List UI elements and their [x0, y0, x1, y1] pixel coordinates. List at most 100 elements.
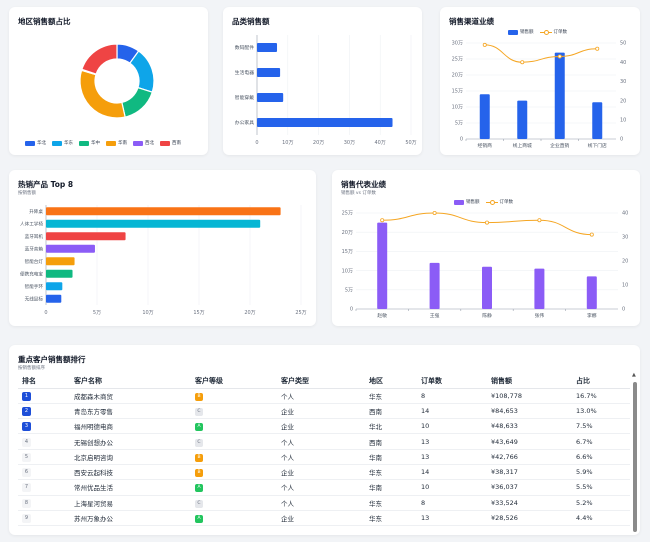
region-cell: 华东: [365, 510, 417, 527]
rank-cell: 2: [18, 403, 70, 420]
legend-item-订单数[interactable]: 订单数: [485, 199, 513, 205]
y-tick-label: 智能台灯: [25, 258, 44, 265]
level-badge: B: [195, 469, 203, 478]
region-cell: 华东: [365, 388, 417, 404]
orders-cell: 10: [417, 479, 487, 496]
legend-swatch: [106, 140, 116, 146]
column-header[interactable]: 排名: [18, 374, 70, 389]
y-right-tick-label: 40: [620, 60, 626, 66]
scroll-up-arrow-icon[interactable]: ▲: [632, 372, 636, 378]
column-header[interactable]: 客户等级: [191, 374, 277, 389]
line-point: [589, 232, 594, 237]
sales-cell: ¥33,524: [487, 495, 572, 511]
y-right-tick-label: 30: [622, 235, 628, 241]
column-header[interactable]: 占比: [572, 374, 630, 389]
column-header[interactable]: 地区: [365, 374, 417, 389]
region-cell: 华北: [365, 418, 417, 435]
y-left-tick-label: 25万: [452, 57, 463, 63]
x-tick-label: 线下门店: [588, 142, 607, 149]
level-cell: B: [191, 388, 277, 404]
y-left-tick-label: 30万: [452, 41, 463, 47]
line-point: [432, 211, 437, 216]
donut-slice-华南: [79, 69, 126, 119]
legend-item-西北[interactable]: 西北: [133, 140, 154, 146]
column-header[interactable]: 客户名称: [70, 374, 191, 389]
y-right-tick-label: 10: [620, 118, 626, 124]
legend-item-华中[interactable]: 华中: [79, 140, 100, 146]
orders-cell: 13: [417, 510, 487, 527]
top-products-bar-chart: 0 5万 10万 15万 20万 25万 升降桌人体工学椅蓝牙耳机蓝牙音箱智能台灯便携充电宝…: [20, 205, 307, 316]
y-tick-label: 智能手环: [25, 283, 44, 290]
legend-item-华北[interactable]: 华北: [25, 140, 46, 146]
table-row[interactable]: 4 无锡创想办公 C 个人 西南 13 ¥43,649 6.7%: [18, 433, 630, 450]
category-bar: [257, 68, 281, 77]
legend-label: 华中: [91, 141, 100, 146]
x-tick-label: 25万: [295, 310, 306, 316]
table-scrollbar[interactable]: ▲ ▼: [632, 373, 637, 535]
bar-销售额: [429, 262, 440, 309]
sales-cell: ¥28,526: [487, 510, 572, 527]
bar-销售额: [482, 266, 492, 309]
product-bar: [46, 269, 73, 278]
x-tick-label: 王强: [430, 313, 440, 319]
scrollbar-thumb[interactable]: [633, 382, 637, 532]
sales-cell: ¥43,649: [487, 433, 572, 450]
orders-cell: 14: [417, 464, 487, 481]
legend-item-销售额[interactable]: 销售额: [454, 199, 480, 205]
level-cell: A: [191, 418, 277, 435]
rank-cell: 4: [18, 433, 70, 450]
level-badge: C: [195, 499, 203, 508]
table-row[interactable]: 2 青岛东方零售 C 企业 西南 14 ¥84,653 13.0%: [18, 403, 630, 420]
x-tick-label: 经销商: [478, 142, 493, 149]
share-cell: 6.6%: [572, 449, 630, 465]
legend-item-销售额[interactable]: 销售额: [508, 29, 534, 35]
channel-performance-card: 销售渠道业绩 销售额 订单数 0 5万 10万 15万 20万 25万 30万 0 10 20 30 4…: [440, 7, 640, 155]
table-row[interactable]: 9 苏州万象办公 A 企业 华东 13 ¥28,526 4.4%: [18, 510, 630, 527]
x-tick-label: 5万: [93, 310, 101, 316]
table-row[interactable]: 1 成都森木商贸 B 个人 华东 8 ¥108,778 16.7%: [18, 388, 630, 404]
y-left-tick-label: 5万: [455, 121, 463, 127]
column-header[interactable]: 销售额: [487, 374, 572, 389]
level-cell: C: [191, 433, 277, 450]
rank-badge: 1: [22, 391, 31, 401]
region-cell: 西南: [365, 403, 417, 420]
orders-cell: 13: [417, 449, 487, 465]
legend-item-华东[interactable]: 华东: [52, 140, 73, 146]
region-cell: 华南: [365, 449, 417, 465]
y-left-tick-label: 25万: [342, 211, 353, 217]
legend-item-订单数[interactable]: 订单数: [539, 29, 567, 35]
table-row[interactable]: 8 上海星河贸易 C 个人 华东 8 ¥33,524 5.2%: [18, 495, 630, 511]
rank-badge: 4: [22, 437, 31, 447]
table-row[interactable]: 7 常州优品生活 A 个人 华南 10 ¥36,037 5.5%: [18, 479, 630, 496]
y-tick-label: 便携充电宝: [20, 270, 43, 277]
region-cell: 华东: [365, 464, 417, 481]
line-point: [595, 46, 600, 51]
table-row[interactable]: 5 北京启明咨询 B 个人 华南 13 ¥42,766 6.6%: [18, 449, 630, 465]
chart-legend: 华北 华东 华中 华南 西北 西南: [25, 140, 187, 146]
legend-swatch: [25, 140, 35, 146]
legend-swatch: [508, 29, 518, 35]
product-bar: [46, 219, 261, 228]
column-header[interactable]: 订单数: [417, 374, 487, 389]
legend-label: 西南: [172, 141, 181, 146]
category-bar: [257, 93, 284, 102]
x-tick-label: 赵敏: [377, 312, 387, 319]
y-tick-label: 智能穿戴: [235, 94, 254, 101]
level-badge: A: [195, 423, 203, 432]
rank-cell: 1: [18, 388, 70, 404]
level-cell: B: [191, 449, 277, 465]
region-cell: 西南: [365, 433, 417, 450]
y-tick-label: 蓝牙音箱: [25, 245, 44, 252]
legend-item-西南[interactable]: 西南: [160, 140, 181, 146]
rank-badge: 9: [22, 514, 31, 524]
x-tick-label: 企业直销: [550, 142, 569, 149]
type-cell: 企业: [277, 403, 365, 420]
table-row[interactable]: 3 福州明德电商 A 企业 华北 10 ¥48,633 7.5%: [18, 418, 630, 435]
sales-cell: ¥38,317: [487, 464, 572, 481]
column-header[interactable]: 客户类型: [277, 374, 365, 389]
y-left-tick-label: 5万: [345, 288, 353, 294]
y-left-tick-label: 0: [460, 137, 463, 143]
y-right-tick-label: 0: [622, 307, 625, 313]
table-row[interactable]: 6 西安云起科技 B 企业 华东 14 ¥38,317 5.9%: [18, 464, 630, 481]
legend-item-华南[interactable]: 华南: [106, 140, 127, 146]
